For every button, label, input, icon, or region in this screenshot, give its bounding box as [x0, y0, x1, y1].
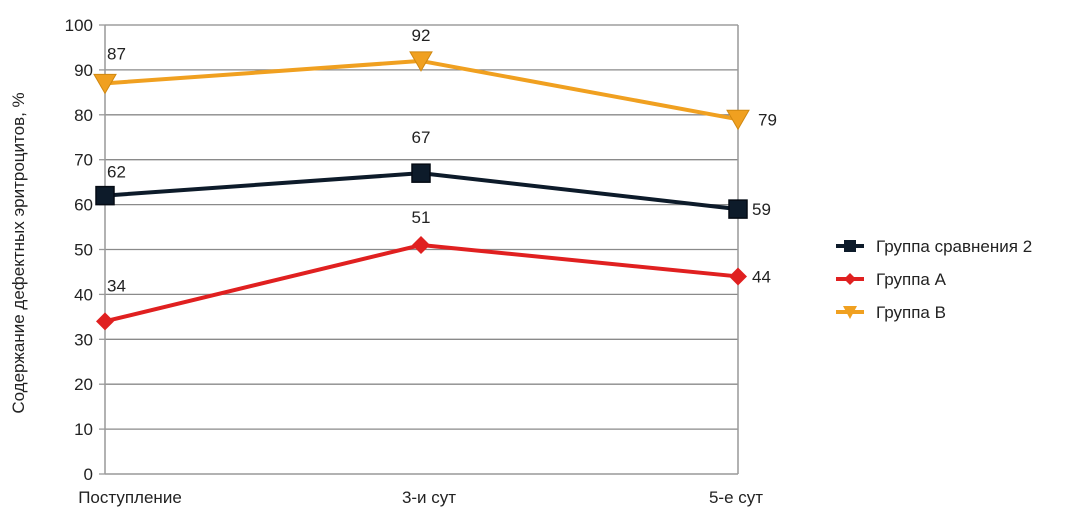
legend-marker — [844, 273, 856, 285]
data-label: 92 — [412, 26, 431, 45]
legend-label: Группа сравнения 2 — [876, 237, 1032, 256]
y-tick-label: 100 — [65, 16, 93, 35]
y-tick-label: 10 — [74, 420, 93, 439]
data-label: 67 — [412, 128, 431, 147]
legend-item: Группа А — [836, 270, 947, 289]
legend-item: Группа В — [836, 303, 946, 322]
series-2: 87 92 79 — [93, 26, 777, 131]
data-point-marker — [726, 109, 750, 131]
y-tick-label: 60 — [74, 196, 93, 215]
series-0: 62 67 59 — [95, 128, 771, 219]
y-tick-label: 30 — [74, 330, 93, 349]
series-layer: 62 67 59 34 51 44 87 92 79 — [93, 26, 777, 331]
legend-marker-group — [844, 240, 856, 252]
data-label: 44 — [752, 267, 771, 286]
y-tick-label: 40 — [74, 285, 93, 304]
data-label: 59 — [752, 200, 771, 219]
data-point-marker — [96, 312, 114, 331]
y-tick-label: 90 — [74, 61, 93, 80]
data-point-marker — [412, 236, 430, 255]
series-1: 34 51 44 — [96, 208, 771, 331]
y-tick-labels: 0 10 20 30 40 50 60 70 80 90 100 — [65, 16, 105, 484]
y-tick-label: 50 — [74, 241, 93, 260]
data-label: 51 — [412, 208, 431, 227]
legend-marker — [844, 240, 856, 252]
data-point-marker — [411, 163, 431, 183]
data-point-marker — [409, 51, 433, 72]
data-point-marker — [729, 267, 747, 286]
data-point-marker — [95, 185, 115, 206]
x-category-label: Поступление — [78, 488, 182, 507]
legend-marker — [843, 306, 857, 319]
data-point-marker — [728, 199, 748, 219]
series-line — [104, 243, 739, 324]
data-label: 62 — [107, 163, 126, 182]
gridlines — [105, 24, 738, 430]
legend-marker-group — [844, 273, 856, 285]
y-axis-title: Содержание дефектных эритроцитов, % — [9, 92, 28, 413]
data-label: 79 — [758, 110, 777, 129]
legend: Группа сравнения 2 Группа А Группа В — [836, 237, 1032, 322]
data-label: 34 — [107, 276, 126, 295]
legend-marker-group — [843, 306, 857, 319]
legend-item: Группа сравнения 2 — [836, 237, 1032, 256]
data-label: 87 — [107, 44, 126, 63]
y-tick-label: 70 — [74, 151, 93, 170]
x-category-label: 3-и сут — [402, 488, 456, 507]
legend-label: Группа В — [876, 303, 946, 322]
y-tick-label: 80 — [74, 106, 93, 125]
y-tick-label: 20 — [74, 375, 93, 394]
data-point-marker — [93, 73, 117, 95]
x-category-labels: Поступление 3-и сут 5-е сут — [78, 488, 763, 507]
legend-label: Группа А — [876, 270, 947, 289]
y-tick-label: 0 — [84, 465, 93, 484]
x-category-label: 5-е сут — [709, 488, 763, 507]
